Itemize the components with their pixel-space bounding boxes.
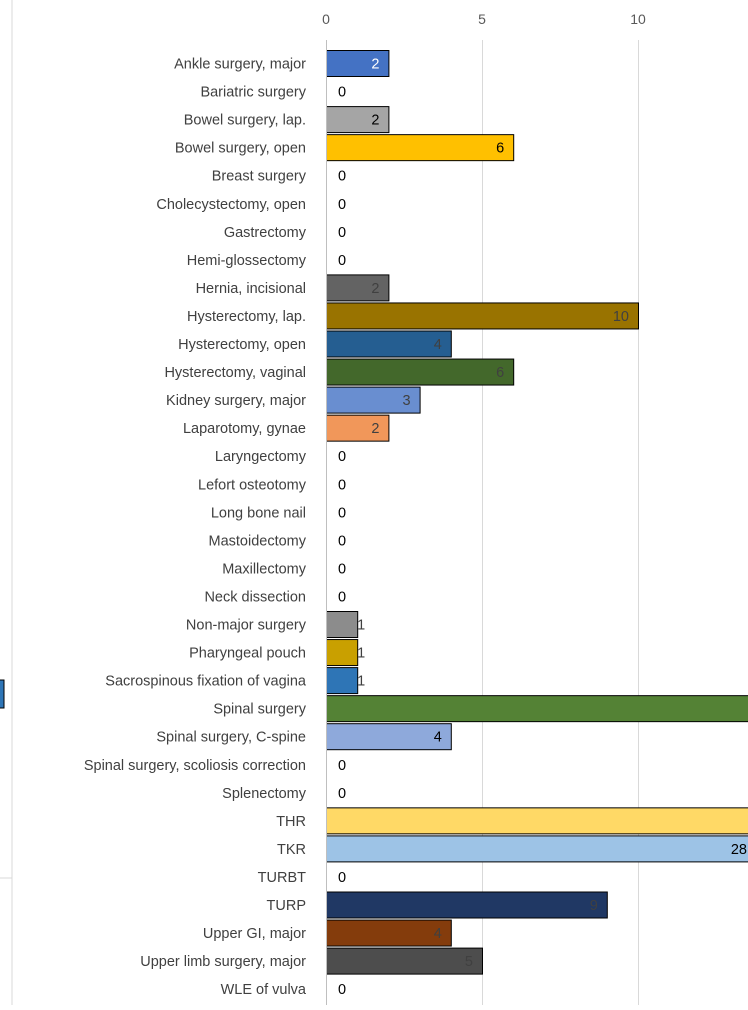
- category-label-spinal-surgery-c-spine: Spinal surgery, C-spine: [156, 730, 306, 746]
- bar-upper-gi-major: [327, 920, 452, 946]
- data-label-neck-dissection: 0: [338, 589, 346, 605]
- data-label-turp: 9: [590, 898, 598, 914]
- category-label-mastoidectomy: Mastoidectomy: [208, 533, 306, 549]
- category-label-long-bone-nail: Long bone nail: [211, 505, 306, 521]
- data-label-laparotomy-gynae: 2: [371, 421, 379, 437]
- bar-bowel-surgery-open: [327, 135, 514, 161]
- data-label-tkr: 28: [731, 842, 747, 858]
- data-label-hysterectomy-lap: 10: [613, 309, 629, 325]
- category-label-pharyngeal-pouch: Pharyngeal pouch: [189, 646, 306, 662]
- category-label-maxillectomy: Maxillectomy: [222, 561, 307, 577]
- category-label-laryngectomy: Laryngectomy: [215, 449, 307, 465]
- category-label-hernia-incisional: Hernia, incisional: [196, 281, 306, 297]
- bar-hysterectomy-open: [327, 331, 452, 357]
- bar-hysterectomy-vaginal: [327, 359, 514, 385]
- data-label-bowel-surgery-open: 6: [496, 141, 504, 157]
- bar-spinal-surgery: [327, 696, 748, 722]
- data-label-sacrospinous-fixation-of-vagina: 1: [357, 674, 365, 690]
- category-label-tkr: TKR: [277, 842, 306, 858]
- data-label-hysterectomy-vaginal: 6: [496, 365, 504, 381]
- clipped-legend-swatch: [0, 680, 4, 708]
- category-label-bowel-surgery-open: Bowel surgery, open: [175, 141, 306, 157]
- category-label-bariatric-surgery: Bariatric surgery: [200, 85, 306, 101]
- data-label-spinal-surgery-c-spine: 4: [434, 730, 442, 746]
- bar-spinal-surgery-c-spine: [327, 724, 452, 750]
- x-tick-label-5: 5: [478, 11, 486, 27]
- data-label-splenectomy: 0: [338, 786, 346, 802]
- data-label-upper-gi-major: 4: [434, 926, 442, 942]
- category-label-breast-surgery: Breast surgery: [212, 169, 307, 185]
- category-label-wle-of-vulva: WLE of vulva: [221, 982, 307, 998]
- data-label-spinal-surgery-scoliosis-correction: 0: [338, 758, 346, 774]
- bar-laparotomy-gynae: [327, 415, 389, 441]
- category-label-hysterectomy-lap: Hysterectomy, lap.: [187, 309, 306, 325]
- bar-upper-limb-surgery-major: [327, 948, 483, 974]
- data-label-kidney-surgery-major: 3: [403, 393, 411, 409]
- bar-non-major-surgery: [327, 612, 358, 638]
- category-label-spinal-surgery-scoliosis-correction: Spinal surgery, scoliosis correction: [84, 758, 306, 774]
- category-label-hysterectomy-vaginal: Hysterectomy, vaginal: [164, 365, 306, 381]
- data-label-maxillectomy: 0: [338, 561, 346, 577]
- data-label-lefort-osteotomy: 0: [338, 477, 346, 493]
- x-tick-label-10: 10: [630, 11, 646, 27]
- data-label-pharyngeal-pouch: 1: [357, 646, 365, 662]
- data-label-hemi-glossectomy: 0: [338, 253, 346, 269]
- data-label-ankle-surgery-major: 2: [371, 57, 379, 73]
- data-label-bariatric-surgery: 0: [338, 85, 346, 101]
- data-label-wle-of-vulva: 0: [338, 982, 346, 998]
- data-label-hysterectomy-open: 4: [434, 337, 442, 353]
- category-label-laparotomy-gynae: Laparotomy, gynae: [183, 421, 306, 437]
- bar-thr: [327, 808, 748, 834]
- category-label-turp: TURP: [267, 898, 306, 914]
- category-label-bowel-surgery-lap: Bowel surgery, lap.: [184, 113, 306, 129]
- bar-ankle-surgery-major: [327, 51, 389, 77]
- category-label-turbt: TURBT: [258, 870, 306, 886]
- category-label-gastrectomy: Gastrectomy: [224, 225, 307, 241]
- bars: [327, 51, 748, 975]
- bar-bowel-surgery-lap: [327, 107, 389, 133]
- category-label-lefort-osteotomy: Lefort osteotomy: [198, 477, 307, 493]
- data-label-breast-surgery: 0: [338, 169, 346, 185]
- category-label-non-major-surgery: Non-major surgery: [186, 618, 307, 634]
- data-label-non-major-surgery: 1: [357, 618, 365, 634]
- category-label-splenectomy: Splenectomy: [222, 786, 307, 802]
- data-label-turbt: 0: [338, 870, 346, 886]
- category-label-upper-limb-surgery-major: Upper limb surgery, major: [140, 954, 306, 970]
- bar-turp: [327, 892, 608, 918]
- data-label-upper-limb-surgery-major: 5: [465, 954, 473, 970]
- category-label-spinal-surgery: Spinal surgery: [213, 702, 306, 718]
- data-label-gastrectomy: 0: [338, 225, 346, 241]
- category-label-neck-dissection: Neck dissection: [204, 589, 306, 605]
- category-label-sacrospinous-fixation-of-vagina: Sacrospinous fixation of vagina: [105, 674, 307, 690]
- category-label-ankle-surgery-major: Ankle surgery, major: [174, 57, 306, 73]
- category-label-thr: THR: [276, 814, 306, 830]
- category-label-cholecystectomy-open: Cholecystectomy, open: [156, 197, 306, 213]
- data-label-laryngectomy: 0: [338, 449, 346, 465]
- data-label-bowel-surgery-lap: 2: [371, 113, 379, 129]
- category-label-upper-gi-major: Upper GI, major: [203, 926, 306, 942]
- frame-layer: [0, 0, 12, 1005]
- data-label-hernia-incisional: 2: [371, 281, 379, 297]
- bar-hernia-incisional: [327, 275, 389, 301]
- bar-sacrospinous-fixation-of-vagina: [327, 668, 358, 694]
- data-label-cholecystectomy-open: 0: [338, 197, 346, 213]
- bar-hysterectomy-lap: [327, 303, 639, 329]
- data-label-mastoidectomy: 0: [338, 533, 346, 549]
- category-label-hemi-glossectomy: Hemi-glossectomy: [187, 253, 307, 269]
- data-label-long-bone-nail: 0: [338, 505, 346, 521]
- category-label-kidney-surgery-major: Kidney surgery, major: [166, 393, 306, 409]
- bar-tkr: [327, 836, 748, 862]
- x-tick-label-0: 0: [322, 11, 330, 27]
- bar-pharyngeal-pouch: [327, 640, 358, 666]
- category-label-hysterectomy-open: Hysterectomy, open: [178, 337, 306, 353]
